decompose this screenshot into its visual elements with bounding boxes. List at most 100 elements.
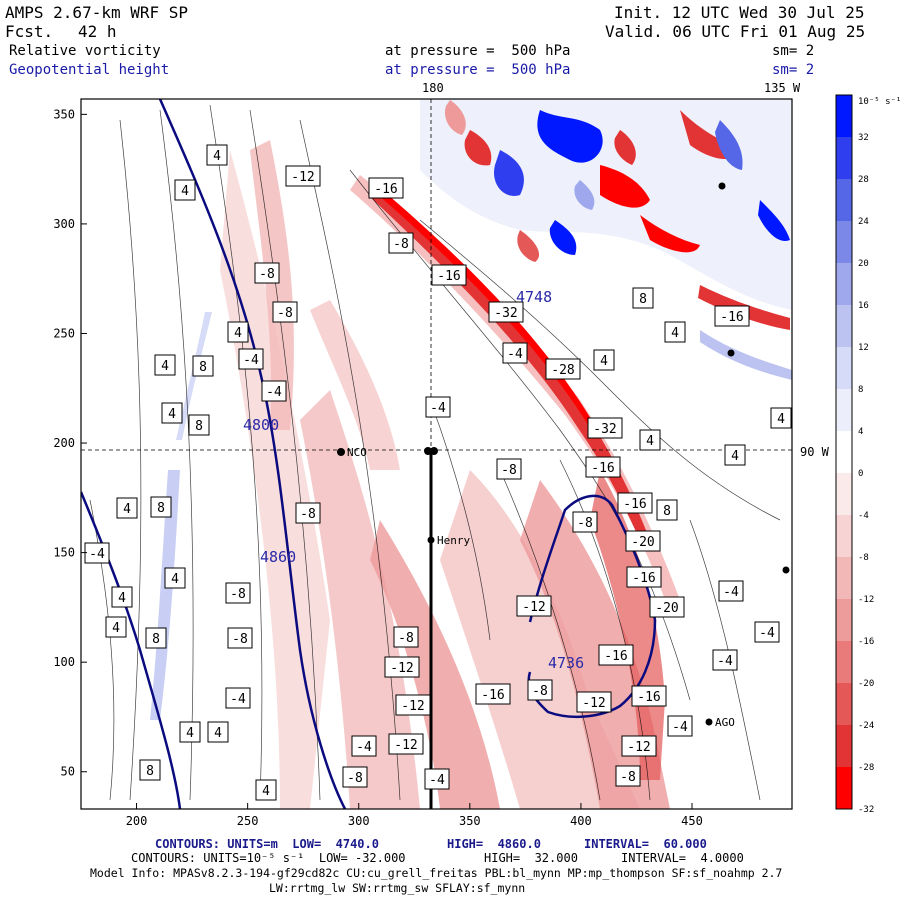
svg-text:-8: -8 — [501, 463, 517, 478]
forecast-hour: 42 h — [78, 22, 117, 41]
vort-label--8: -8 — [615, 765, 641, 787]
svg-text:-12: -12 — [401, 699, 424, 714]
colorbar-segment — [836, 725, 852, 768]
vort-label--28: -28 — [545, 358, 581, 380]
station-pole-marker — [430, 447, 438, 455]
vort-label-4: 4 — [227, 321, 249, 343]
svg-text:-32: -32 — [494, 306, 517, 321]
colorbar-segment — [836, 599, 852, 642]
footer-vorticity-interval: INTERVAL= 4.0000 — [621, 851, 744, 865]
svg-text:-16: -16 — [720, 310, 743, 325]
colorbar-segment — [836, 557, 852, 600]
station-henry-marker — [427, 536, 435, 544]
vort-label-8: 8 — [139, 759, 161, 781]
svg-text:-12: -12 — [522, 600, 545, 615]
colorbar-tick-label: 28 — [858, 175, 869, 185]
contour-labels: 4 4 4 4 4 4 4 4 4 4 4 4 4 4 4 4 4 8 8 8 … — [84, 144, 792, 801]
smoothing-geopotential: sm= 2 — [772, 62, 815, 78]
vort-label--8: -8 — [496, 458, 522, 480]
vort-label--8: -8 — [393, 626, 419, 648]
svg-text:-8: -8 — [230, 587, 246, 602]
vort-label--32: -32 — [488, 301, 524, 323]
svg-text:-28: -28 — [551, 363, 574, 378]
svg-text:-20: -20 — [655, 601, 678, 616]
colorbar-tick-label: -24 — [858, 721, 874, 731]
vort-label--8: -8 — [295, 502, 321, 524]
colorbar-tick-label: 12 — [858, 343, 869, 353]
vort-label-4: 4 — [116, 497, 138, 519]
colorbar-segment — [836, 683, 852, 726]
colorbar-tick-label: 32 — [858, 133, 869, 143]
vort-label--8: -8 — [272, 301, 298, 323]
vort-label--12: -12 — [621, 735, 657, 757]
svg-text:-16: -16 — [623, 497, 646, 512]
vort-label-8: 8 — [150, 496, 172, 518]
smoothing-vorticity: sm= 2 — [772, 43, 815, 59]
vort-label--8: -8 — [527, 679, 553, 701]
y-tick-label: 250 — [53, 326, 75, 340]
height-label-4736: 4736 — [548, 654, 584, 672]
svg-text:8: 8 — [195, 419, 203, 434]
vort-label--4: -4 — [502, 342, 528, 364]
svg-text:-4: -4 — [230, 692, 246, 707]
vort-label-4: 4 — [111, 586, 133, 608]
vort-label--4: -4 — [718, 580, 744, 602]
level-geopotential: at pressure = 500 hPa — [385, 62, 571, 78]
vort-label-4: 4 — [724, 444, 746, 466]
svg-text:4: 4 — [123, 502, 131, 517]
svg-text:4: 4 — [777, 412, 785, 427]
footer-physics-info: LW:rrtmg_lw SW:rrtmg_sw SFLAY:sf_mynn — [269, 881, 526, 895]
svg-text:-16: -16 — [374, 182, 397, 197]
x-tick-label: 200 — [126, 814, 148, 828]
svg-text:-12: -12 — [390, 661, 413, 676]
level-vorticity: at pressure = 500 hPa — [385, 43, 571, 59]
x-tick-label: 400 — [570, 814, 592, 828]
vort-label--20: -20 — [625, 530, 661, 552]
vort-label--8: -8 — [225, 582, 251, 604]
vort-label--16: -16 — [585, 456, 621, 478]
vort-label-4: 4 — [255, 779, 277, 801]
vort-label--16: -16 — [617, 492, 653, 514]
y-tick-label: 100 — [53, 655, 75, 669]
station-henry-label: Henry — [437, 534, 470, 547]
colorbar-ticks: 32 28 24 20 16 12 8 4 0 -4 -8 -12 -16 -20 -24 -28 -32 — [858, 133, 874, 815]
svg-text:4: 4 — [112, 621, 120, 636]
init-time: Init. 12 UTC Wed 30 Jul 25 — [614, 3, 865, 22]
vort-label--12: -12 — [285, 165, 321, 187]
vort-label--8: -8 — [572, 511, 598, 533]
svg-text:4: 4 — [214, 726, 222, 741]
x-tick-label: 350 — [459, 814, 481, 828]
colorbar-segment — [836, 347, 852, 390]
svg-text:-8: -8 — [532, 684, 548, 699]
vort-label-4: 4 — [161, 402, 183, 424]
svg-text:4: 4 — [646, 434, 654, 449]
vort-label--16: -16 — [431, 264, 467, 286]
x-tick-label: 450 — [681, 814, 703, 828]
station-marker — [718, 182, 726, 190]
svg-text:-20: -20 — [631, 535, 654, 550]
lon-label-90w: 90 W — [800, 445, 830, 459]
svg-text:4: 4 — [161, 359, 169, 374]
y-tick-label: 150 — [53, 546, 75, 560]
station-nco-marker — [337, 448, 345, 456]
svg-text:-4: -4 — [672, 720, 688, 735]
svg-text:-8: -8 — [259, 267, 275, 282]
colorbar-tick-label: 8 — [858, 385, 863, 395]
station-marker — [782, 566, 790, 574]
svg-text:4: 4 — [186, 726, 194, 741]
colorbar-segment — [836, 767, 852, 810]
y-tick-label: 300 — [53, 217, 75, 231]
height-contour-labels: 4800 4860 4748 4736 — [243, 288, 584, 672]
colorbar — [836, 95, 852, 810]
vort-label-4: 4 — [770, 407, 792, 429]
field-geopotential: Geopotential height — [9, 62, 170, 78]
vort-label-8: 8 — [145, 627, 167, 649]
footer-height-interval: INTERVAL= 60.000 — [584, 837, 707, 851]
svg-text:8: 8 — [639, 292, 647, 307]
station-pole-marker — [424, 447, 432, 455]
height-label-4860: 4860 — [260, 548, 296, 566]
y-tick-label: 50 — [61, 765, 75, 779]
vort-label-4: 4 — [174, 179, 196, 201]
svg-text:-16: -16 — [481, 688, 504, 703]
svg-text:-4: -4 — [89, 547, 105, 562]
